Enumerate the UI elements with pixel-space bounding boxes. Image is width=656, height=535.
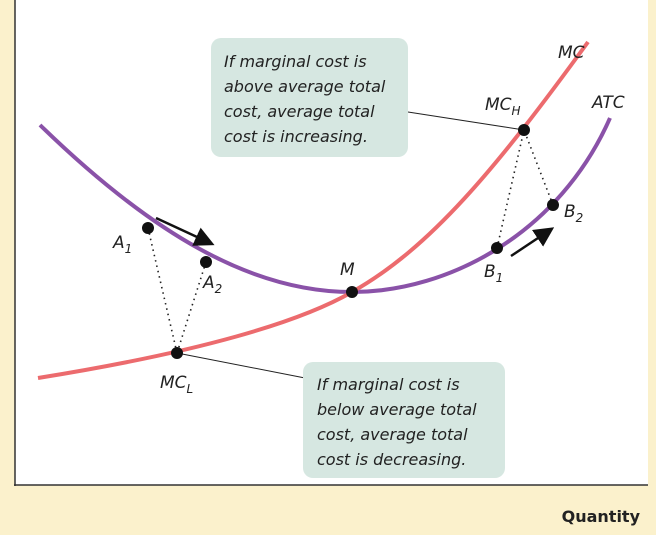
annotation-line: If marginal cost is xyxy=(317,375,460,394)
point-label: MCH xyxy=(485,95,521,118)
annotation-line: cost, average total xyxy=(224,102,375,121)
point-label: B1 xyxy=(484,262,503,285)
point-label: M xyxy=(340,260,355,280)
annotation-box xyxy=(303,362,505,478)
annotation-below: If marginal cost is below average total … xyxy=(317,375,477,469)
arrow xyxy=(155,216,215,246)
annotation-box xyxy=(211,38,408,157)
point-label: MCL xyxy=(160,373,193,396)
arrow xyxy=(510,227,555,258)
annotation-above: If marginal cost is above average total … xyxy=(224,52,386,146)
annotation-line: cost is increasing. xyxy=(224,127,368,146)
annotation-line: above average total xyxy=(224,77,386,96)
annotation-line: If marginal cost is xyxy=(224,52,367,71)
annotation-line: below average total xyxy=(317,400,477,419)
point xyxy=(142,222,154,234)
points xyxy=(142,124,559,359)
annotation-line: cost, average total xyxy=(317,425,468,444)
point-label: B2 xyxy=(564,202,583,225)
point-label: A1 xyxy=(112,233,132,256)
leader-line xyxy=(407,111,525,131)
point-label: A2 xyxy=(202,273,222,296)
annotation-line: cost is decreasing. xyxy=(317,450,466,469)
point xyxy=(518,124,530,136)
x-axis-label: Quantity xyxy=(562,507,641,526)
leader-line xyxy=(176,352,306,379)
point xyxy=(200,256,212,268)
point xyxy=(171,347,183,359)
curve-label: ATC xyxy=(591,93,625,113)
point xyxy=(491,242,503,254)
curve-label: MC xyxy=(558,43,585,63)
dotted-connectors xyxy=(147,129,554,354)
point xyxy=(346,286,358,298)
point xyxy=(547,199,559,211)
